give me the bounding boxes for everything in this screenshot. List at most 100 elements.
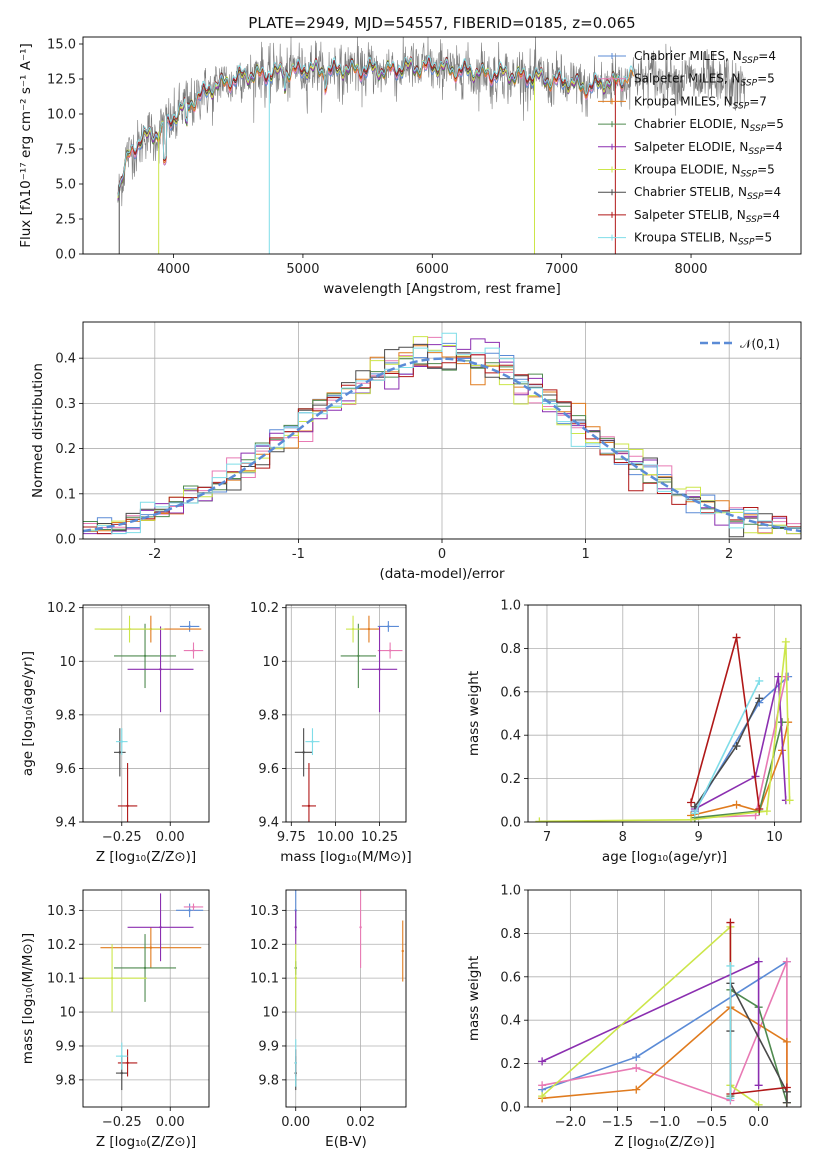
series-marker	[632, 1085, 641, 1094]
legend-entry: Salpeter ELODIE, NSSP=4	[634, 140, 783, 157]
data-point	[367, 627, 371, 631]
data-point	[149, 946, 153, 949]
axes-frame	[82, 321, 802, 540]
series-marker	[755, 676, 764, 685]
series-marker	[782, 1037, 791, 1046]
y-tick-label: 10.2	[250, 938, 279, 953]
data-point	[110, 976, 114, 980]
axes-frame	[82, 604, 210, 823]
x-axis-label: Z [log₁₀(Z/Z⊙)]	[96, 849, 196, 865]
y-tick-label: 0.2	[55, 442, 76, 457]
series-marker	[785, 796, 794, 805]
series-marker	[732, 742, 741, 751]
series-marker	[762, 807, 771, 816]
series-marker	[538, 1081, 547, 1090]
x-tick-label: 2	[725, 547, 733, 562]
x-tick-label: 0.02	[346, 1115, 375, 1130]
series-marker	[732, 633, 741, 642]
plot-area	[83, 890, 209, 1107]
legend-subscript: SSP	[742, 56, 759, 66]
series-marker	[754, 1081, 763, 1090]
axes-frame	[285, 604, 407, 823]
legend-entry: Kroupa ELODIE, NSSP=5	[634, 163, 775, 180]
y-tick-label: 12.5	[47, 73, 76, 88]
data-point	[120, 1071, 123, 1075]
legend-nssp-value: =5	[757, 72, 775, 86]
plot-area	[83, 322, 801, 539]
axes-frame	[82, 36, 802, 255]
x-tick-label: 0	[438, 547, 446, 562]
y-tick-label: 1.0	[500, 884, 521, 899]
series-marker	[755, 694, 764, 703]
legend-subscript: SSP	[733, 101, 750, 111]
legend-entry: Salpeter STELIB, NSSP=4	[634, 208, 780, 225]
plot-area	[286, 605, 406, 822]
y-tick-label: 10.3	[250, 904, 279, 919]
model-spectrum	[117, 56, 624, 196]
legend-entry: Chabrier MILES, NSSP=4	[634, 49, 776, 66]
y-tick-label: 10.2	[250, 601, 279, 616]
series-marker	[778, 718, 787, 727]
data-point	[378, 668, 381, 671]
panel-5: 7 8 9 10 0.0 0.2 0.4 0.6 0.8 1.0 age [log₁₀(age/yr…	[466, 599, 802, 865]
legend-model-name: Kroupa ELODIE, N	[634, 163, 741, 177]
x-tick-label: 1	[581, 547, 589, 562]
y-tick-label: 0.2	[500, 1057, 521, 1072]
y-tick-label: 9.9	[258, 1039, 279, 1054]
series-marker	[726, 1094, 735, 1103]
y-axis-label: mass weight	[466, 956, 482, 1041]
model-spectrum	[117, 55, 635, 196]
y-tick-label: 0.0	[500, 1101, 521, 1116]
y-tick-label: 0.0	[500, 816, 521, 831]
y-tick-label: 0.6	[500, 970, 521, 985]
observed-spectrum	[117, 37, 746, 207]
legend-model-name: Kroupa MILES, N	[634, 94, 733, 108]
legend-subscript: SSP	[738, 238, 755, 248]
x-tick-label: 0.00	[156, 1115, 185, 1130]
y-tick-label: 9.8	[258, 1073, 279, 1088]
y-tick-label: 0.2	[500, 772, 521, 787]
x-axis-label: Z [log₁₀(Z/Z⊙)]	[614, 1134, 714, 1150]
legend-entry: Kroupa STELIB, NSSP=5	[634, 231, 772, 248]
x-tick-label: 10.25	[361, 830, 398, 845]
x-tick-label: 9	[694, 830, 702, 845]
x-tick-label: −1.0	[649, 1115, 681, 1130]
legend-nssp-value: =5	[757, 163, 775, 177]
legend-nssp-value: =4	[765, 140, 783, 154]
legend-nssp-value: =5	[766, 117, 784, 131]
x-axis-label: (data-model)/error	[379, 566, 505, 582]
series-marker	[632, 1063, 641, 1072]
residual-histogram	[83, 332, 801, 535]
x-tick-label: 5000	[286, 262, 319, 277]
data-point	[294, 926, 297, 929]
legend-nssp-value: =4	[762, 208, 780, 222]
x-axis-label: E(B-V)	[325, 1134, 367, 1150]
data-point	[307, 804, 311, 808]
x-tick-label: 7	[543, 830, 551, 845]
y-tick-label: 10	[262, 655, 279, 670]
x-axis-label: age [log₁₀(age/yr)]	[602, 849, 727, 865]
plot-area	[528, 890, 801, 1107]
y-tick-label: 7.5	[55, 143, 76, 158]
data-point	[128, 627, 131, 631]
data-point	[387, 625, 390, 628]
residual-histogram	[83, 354, 801, 535]
y-tick-label: 9.4	[258, 816, 279, 831]
series-marker	[687, 798, 696, 807]
data-point	[126, 1061, 129, 1065]
legend-model-name: Kroupa STELIB, N	[634, 231, 738, 245]
legend-entry: 𝒩(0,1)	[740, 337, 780, 351]
series-line	[694, 676, 787, 819]
legend-model-name: Chabrier STELIB, N	[634, 185, 747, 199]
data-point	[311, 740, 314, 743]
series-marker	[755, 804, 764, 813]
y-tick-label: 10.1	[47, 972, 76, 987]
data-point	[120, 740, 123, 743]
y-tick-label: 5.0	[55, 178, 76, 193]
x-tick-label: 7000	[545, 262, 578, 277]
data-point	[192, 905, 195, 909]
data-point	[159, 668, 162, 671]
y-tick-label: 0.8	[500, 642, 521, 657]
series-marker	[782, 957, 791, 966]
